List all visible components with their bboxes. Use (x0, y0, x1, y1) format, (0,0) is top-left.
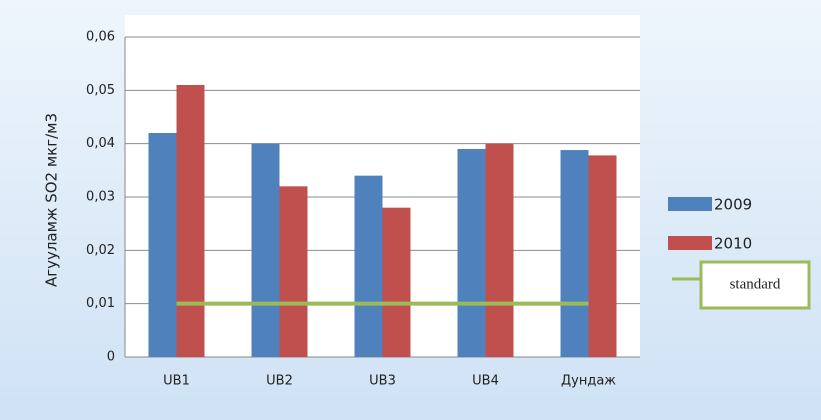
x-tick-label: UB3 (369, 374, 396, 389)
y-tick-label: 0,02 (86, 243, 115, 258)
legend-box (699, 260, 811, 310)
x-tick-label: Дундаж (561, 374, 616, 389)
x-tick-label: UB2 (266, 374, 293, 389)
y-tick-label: 0,05 (86, 83, 115, 98)
y-tick-label: 0,01 (86, 296, 115, 311)
y-tick-label: 0,04 (86, 136, 115, 151)
bar (382, 207, 411, 357)
legend-label: standard (730, 276, 781, 292)
y-tick-label: 0 (107, 350, 115, 365)
bar (279, 186, 308, 357)
legend-swatch (668, 197, 712, 211)
legend-label: 2009 (714, 196, 752, 214)
legend-swatch (668, 236, 712, 250)
bar (251, 143, 280, 357)
bar (560, 150, 589, 357)
y-tick-label: 0,06 (86, 30, 115, 45)
bar (457, 149, 486, 357)
y-tick-label: 0,03 (86, 190, 115, 205)
legend-label: 2010 (714, 235, 752, 253)
x-tick-label: UB4 (472, 374, 499, 389)
bar (354, 175, 383, 357)
bar (148, 133, 177, 357)
bar (588, 155, 617, 357)
bar (176, 85, 205, 357)
x-tick-label: UB1 (163, 374, 190, 389)
bar (485, 143, 514, 357)
y-axis-label: Агууламж SO2 мкг/м3 (43, 113, 61, 287)
